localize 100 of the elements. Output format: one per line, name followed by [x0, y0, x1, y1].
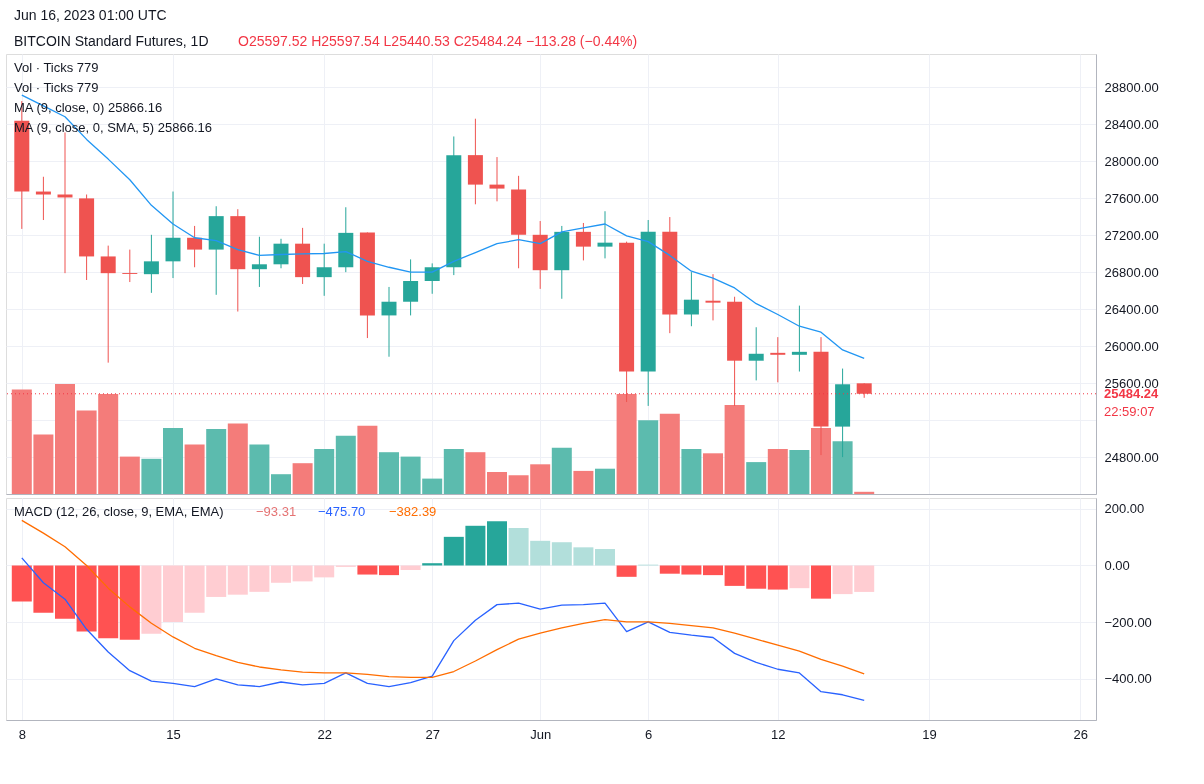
candlestick [251, 236, 267, 288]
candlestick [489, 156, 505, 202]
bar [357, 425, 378, 494]
bar [206, 429, 227, 494]
candlestick [122, 249, 138, 283]
bar [119, 456, 140, 494]
bar [184, 444, 205, 494]
y-tick-label: −200.00 [1104, 614, 1152, 630]
bar [271, 565, 291, 583]
bar [55, 384, 75, 494]
y-tick-label: −400.00 [1104, 671, 1152, 687]
bar [400, 565, 421, 571]
bar [487, 472, 507, 494]
x-tick-label: 26 [1073, 726, 1088, 742]
line-series [21, 557, 865, 701]
candlestick [575, 222, 591, 261]
x-tick-label: 6 [645, 726, 653, 742]
annotation: −93.31 [256, 504, 297, 519]
bar [141, 458, 162, 494]
x-tick-label: 12 [771, 726, 786, 742]
bar [767, 565, 788, 590]
y-tick-label: 28400.00 [1104, 116, 1159, 132]
candlestick [683, 271, 699, 327]
y-tick-label: 27200.00 [1104, 227, 1159, 243]
annotation: Vol · Ticks 779 [14, 80, 99, 95]
candlestick [770, 336, 786, 383]
bar [357, 565, 378, 575]
bar [573, 470, 594, 494]
candlestick [424, 262, 440, 295]
x-tick-label: 27 [425, 726, 440, 742]
x-tick-label: 19 [922, 726, 937, 742]
text: MACD (12, 26, close, 9, EMA, EMA) [14, 504, 224, 519]
y-tick-label: 26000.00 [1104, 338, 1159, 354]
x-tick-label: Jun [530, 726, 552, 742]
bar [703, 453, 723, 494]
bar [595, 549, 615, 566]
chart-subtitle: O25597.52 H25597.54 L25440.53 C25484.24 −113.28 (−0.44%) [238, 33, 638, 49]
bar [789, 565, 810, 589]
candlestick [403, 258, 419, 316]
x-tick-label: 22 [317, 726, 332, 742]
bar [767, 448, 788, 494]
y-tick-label: 28800.00 [1104, 79, 1159, 95]
bar [314, 448, 335, 494]
bar [249, 444, 270, 494]
bar [141, 565, 162, 634]
bar [119, 565, 140, 640]
bar [379, 565, 399, 576]
bar [443, 448, 464, 494]
bar [55, 565, 75, 619]
candlestick [143, 234, 159, 294]
candlestick [381, 286, 397, 358]
chart-title: BITCOIN Standard Futures, 1D [14, 33, 209, 49]
bar [163, 565, 183, 622]
annotation: −475.70 [318, 504, 366, 519]
bar [638, 420, 659, 494]
bar [271, 474, 291, 494]
bar [703, 565, 723, 576]
bar [551, 447, 572, 494]
y-tick-label: 24800.00 [1104, 449, 1159, 465]
text: 22:59:07 [1104, 403, 1155, 419]
bar [465, 452, 486, 494]
bar [789, 450, 810, 494]
bar [681, 448, 702, 494]
bar [163, 428, 183, 494]
y-tick-label: 0.00 [1104, 557, 1130, 573]
candlestick [187, 225, 203, 268]
candlestick [748, 326, 764, 381]
candlestick [100, 245, 116, 364]
candlestick [273, 238, 289, 269]
bar [616, 565, 637, 577]
annotation: Vol · Ticks 779 [14, 60, 99, 75]
candlestick [35, 176, 51, 221]
y-tick-label: 26400.00 [1104, 301, 1159, 317]
bar [379, 452, 399, 494]
bar [724, 404, 745, 494]
bar [227, 423, 248, 494]
candlestick [791, 305, 807, 373]
candlestick [165, 191, 181, 279]
y-tick-label: 27600.00 [1104, 190, 1159, 206]
bar [335, 435, 356, 494]
candlestick [597, 210, 613, 259]
annotation: −382.39 [389, 504, 437, 519]
candlestick [316, 243, 332, 297]
y-tick-label: 200.00 [1104, 501, 1145, 517]
candlestick [705, 273, 721, 321]
bar [832, 441, 853, 494]
bar [854, 491, 875, 494]
y-tick-label: 28000.00 [1104, 153, 1159, 169]
bar [811, 565, 831, 599]
x-tick-label: 8 [18, 726, 26, 742]
x-tick-label: 15 [166, 726, 181, 742]
bar [616, 393, 637, 494]
bar [487, 521, 507, 566]
y-tick-label: 26800.00 [1104, 264, 1159, 280]
text: Jun 16, 2023 01:00 UTC [14, 7, 167, 23]
line-series [21, 519, 865, 679]
bar [595, 468, 615, 494]
bar [659, 413, 680, 494]
bar [292, 463, 313, 494]
bar [746, 462, 767, 494]
